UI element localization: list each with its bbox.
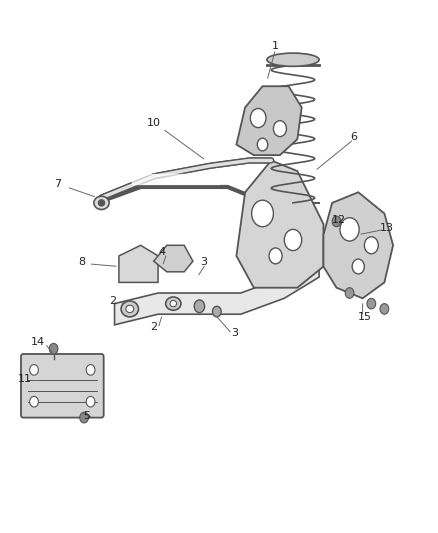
Ellipse shape — [267, 53, 319, 66]
Circle shape — [86, 397, 95, 407]
Circle shape — [30, 365, 39, 375]
Text: 3: 3 — [231, 328, 238, 338]
Text: 1: 1 — [272, 42, 279, 52]
Text: 5: 5 — [83, 411, 90, 421]
Circle shape — [194, 300, 205, 313]
Circle shape — [352, 259, 364, 274]
Circle shape — [30, 397, 39, 407]
Circle shape — [49, 343, 58, 354]
Circle shape — [257, 138, 268, 151]
Text: 13: 13 — [380, 223, 394, 233]
Text: 2: 2 — [109, 296, 116, 306]
PathPatch shape — [115, 256, 319, 325]
Ellipse shape — [94, 196, 109, 209]
PathPatch shape — [154, 245, 193, 272]
Circle shape — [80, 413, 88, 423]
Text: 4: 4 — [159, 247, 166, 257]
Circle shape — [367, 298, 376, 309]
Circle shape — [284, 229, 302, 251]
Circle shape — [380, 304, 389, 314]
Text: 3: 3 — [200, 257, 207, 267]
PathPatch shape — [237, 160, 323, 288]
Circle shape — [345, 288, 354, 298]
Circle shape — [252, 200, 273, 227]
Text: 10: 10 — [147, 118, 161, 128]
Ellipse shape — [126, 305, 134, 313]
PathPatch shape — [119, 245, 158, 282]
Circle shape — [273, 120, 286, 136]
Text: 11: 11 — [18, 375, 32, 384]
Ellipse shape — [121, 301, 138, 317]
PathPatch shape — [323, 192, 393, 298]
PathPatch shape — [237, 86, 302, 155]
Ellipse shape — [98, 200, 105, 206]
Ellipse shape — [166, 297, 181, 310]
Circle shape — [364, 237, 378, 254]
Circle shape — [251, 109, 266, 127]
Text: 14: 14 — [32, 337, 46, 347]
Text: 6: 6 — [350, 132, 357, 142]
Circle shape — [332, 216, 341, 227]
Text: 12: 12 — [332, 215, 346, 225]
FancyBboxPatch shape — [21, 354, 104, 418]
Circle shape — [86, 365, 95, 375]
Circle shape — [269, 248, 282, 264]
Text: 2: 2 — [150, 322, 157, 333]
Circle shape — [340, 217, 359, 241]
Circle shape — [212, 306, 221, 317]
Text: 8: 8 — [78, 257, 85, 267]
Text: 7: 7 — [54, 179, 61, 189]
Text: 15: 15 — [358, 312, 372, 322]
Ellipse shape — [170, 301, 177, 307]
